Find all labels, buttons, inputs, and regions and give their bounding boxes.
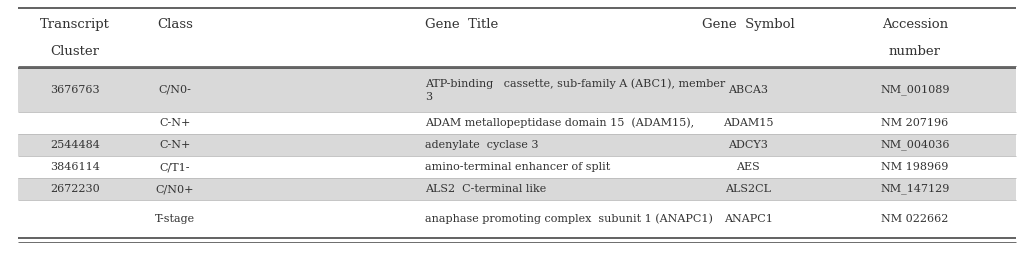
Text: 2672230: 2672230 (50, 184, 100, 194)
Text: NM_001089: NM_001089 (880, 85, 950, 95)
Text: C/N0-: C/N0- (158, 85, 191, 95)
Text: ABCA3: ABCA3 (728, 85, 768, 95)
Text: ADAM metallopeptidase domain 15  (ADAM15),: ADAM metallopeptidase domain 15 (ADAM15)… (425, 118, 694, 128)
Text: Transcript: Transcript (40, 18, 110, 31)
Bar (18, 134, 1016, 156)
Text: amino-terminal enhancer of split: amino-terminal enhancer of split (425, 162, 610, 172)
Text: ADCY3: ADCY3 (728, 140, 768, 150)
Text: Gene  Symbol: Gene Symbol (702, 18, 794, 31)
Text: NM 207196: NM 207196 (881, 118, 948, 128)
Text: C/T1-: C/T1- (159, 162, 190, 172)
Text: ALS2CL: ALS2CL (725, 184, 771, 194)
Text: ADAM15: ADAM15 (723, 118, 773, 128)
Text: Cluster: Cluster (51, 45, 99, 58)
Text: NM 022662: NM 022662 (881, 214, 948, 224)
Text: NM 198969: NM 198969 (881, 162, 948, 172)
Text: ALS2  C-terminal like: ALS2 C-terminal like (425, 184, 546, 194)
Text: Class: Class (157, 18, 193, 31)
Text: C-N+: C-N+ (159, 118, 190, 128)
Text: 2544484: 2544484 (50, 140, 100, 150)
Text: NM_004036: NM_004036 (880, 140, 950, 150)
Text: C-N+: C-N+ (159, 140, 190, 150)
Text: NM_147129: NM_147129 (880, 184, 949, 194)
Bar (18, 200, 1016, 238)
Bar (18, 156, 1016, 178)
Bar (18, 68, 1016, 112)
Text: AES: AES (736, 162, 760, 172)
Bar (18, 112, 1016, 134)
Text: C/N0+: C/N0+ (156, 184, 194, 194)
Bar (18, 178, 1016, 200)
Text: 3846114: 3846114 (50, 162, 100, 172)
Text: adenylate  cyclase 3: adenylate cyclase 3 (425, 140, 539, 150)
Text: anaphase promoting complex  subunit 1 (ANAPC1): anaphase promoting complex subunit 1 (AN… (425, 214, 712, 224)
Text: Accession: Accession (882, 18, 948, 31)
Text: number: number (889, 45, 941, 58)
Text: Gene  Title: Gene Title (425, 18, 498, 31)
Text: 3676763: 3676763 (51, 85, 100, 95)
Text: T-stage: T-stage (155, 214, 195, 224)
Text: ANAPC1: ANAPC1 (724, 214, 772, 224)
Text: ATP-binding   cassette, sub-family A (ABC1), member
3: ATP-binding cassette, sub-family A (ABC1… (425, 78, 725, 102)
